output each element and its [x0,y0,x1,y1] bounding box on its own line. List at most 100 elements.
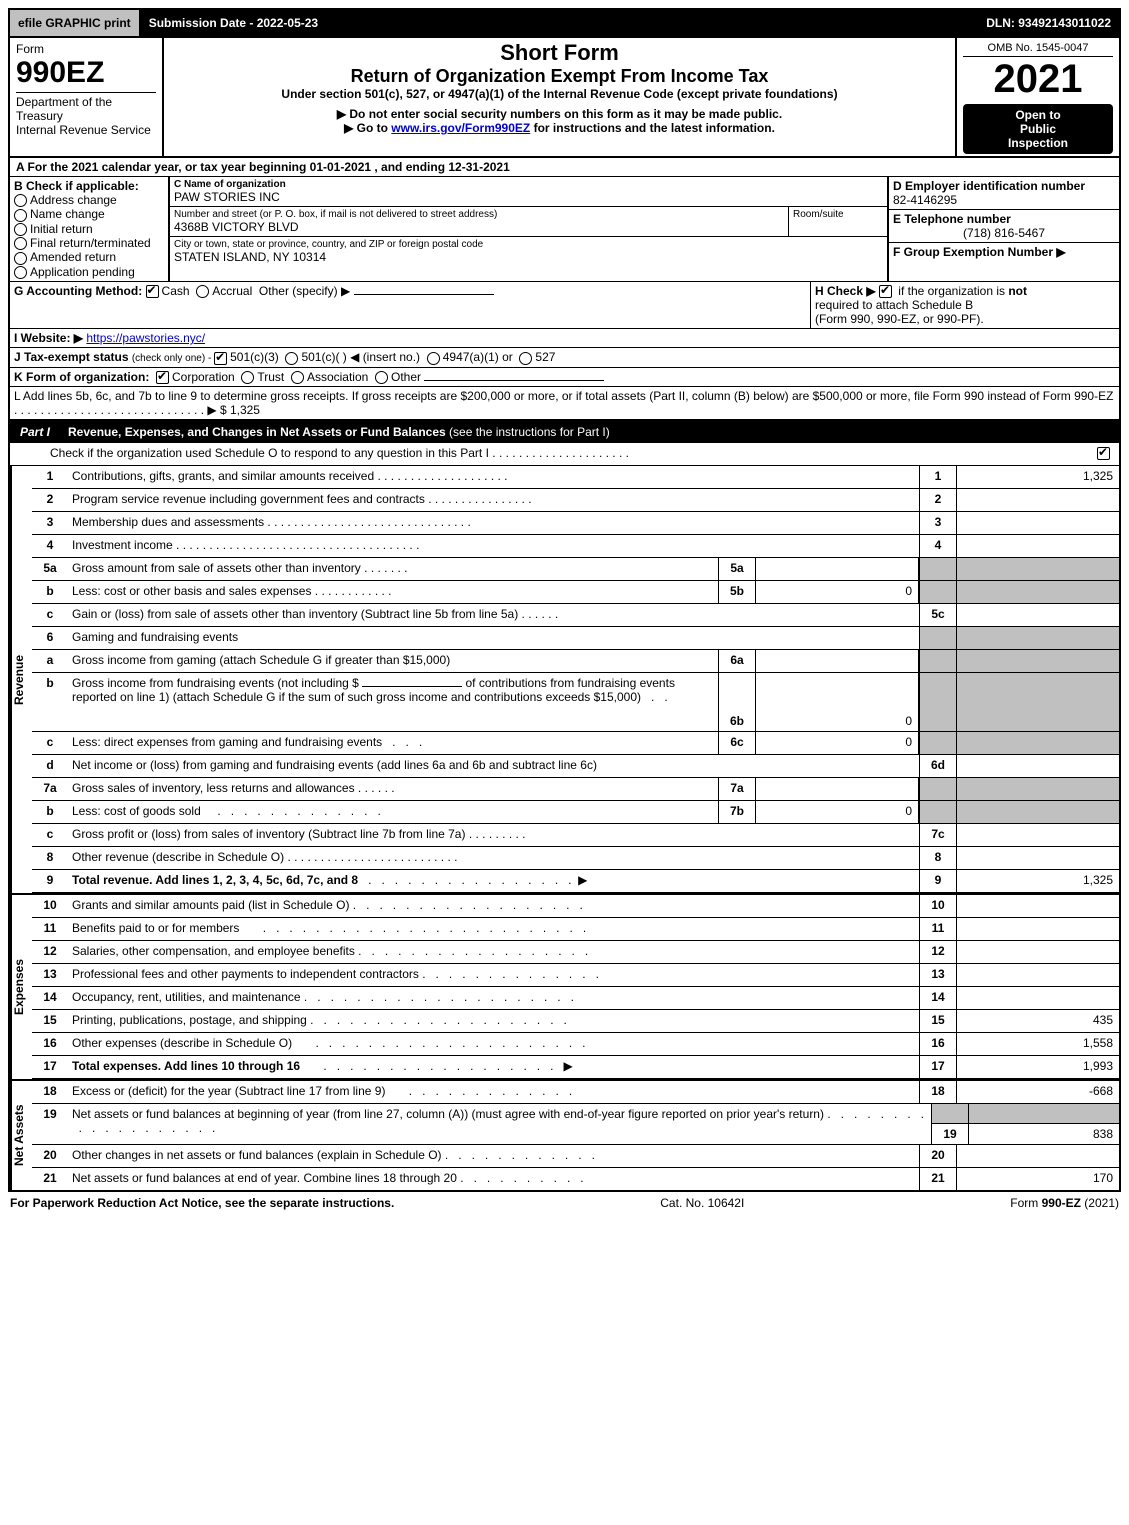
line-15: 15 Printing, publications, postage, and … [32,1010,1119,1033]
row-L: L Add lines 5b, 6c, and 7b to line 9 to … [8,387,1121,421]
efile-print[interactable]: efile GRAPHIC print [10,10,141,36]
G-other: Other (specify) ▶ [259,284,350,298]
note-ssn: ▶ Do not enter social security numbers o… [170,107,949,121]
irs-link[interactable]: www.irs.gov/Form990EZ [391,121,530,135]
note-goto: ▶ Go to www.irs.gov/Form990EZ for instru… [170,121,949,135]
C-name: PAW STORIES INC [174,190,883,204]
line-19: 19 Net assets or fund balances at beginn… [32,1104,1119,1145]
H-tail: if the organization is [898,284,1008,298]
line-1: 1 Contributions, gifts, grants, and simi… [32,466,1119,489]
dln: DLN: 93492143011022 [978,10,1119,36]
irs: Internal Revenue Service [16,123,156,137]
line-G: G Accounting Method: Cash Accrual Other … [10,282,810,328]
line-3: 3 Membership dues and assessments . . . … [32,512,1119,535]
topbar-spacer [328,10,978,36]
J-501c-radio[interactable] [285,352,298,365]
footer-right: Form 990-EZ (2021) [1010,1196,1119,1210]
line-H: H Check ▶ if the organization is not req… [810,282,1119,328]
open-to-public: Open to Public Inspection [963,104,1113,154]
dept-treasury: Department of the Treasury [16,92,156,123]
line-4: 4 Investment income . . . . . . . . . . … [32,535,1119,558]
J-4947-radio[interactable] [427,352,440,365]
G-accrual: Accrual [212,284,252,298]
K-assoc-radio[interactable] [291,371,304,384]
K-trust-radio[interactable] [241,371,254,384]
E-label: E Telephone number [893,212,1115,226]
J-o1: 501(c)(3) [230,350,279,364]
inspect-3: Inspection [967,136,1109,150]
H-line2: required to attach Schedule B [815,298,973,312]
B-opt-pending[interactable]: Application pending [14,265,164,279]
H-not: not [1008,284,1027,298]
line-7a: 7a Gross sales of inventory, less return… [32,778,1119,801]
tax-year: 2021 [963,57,1113,102]
B-opt-address[interactable]: Address change [14,193,164,207]
line-11: 11 Benefits paid to or for members . . .… [32,918,1119,941]
J-527-radio[interactable] [519,352,532,365]
return-title: Return of Organization Exempt From Incom… [170,66,949,87]
C-city-label: City or town, state or province, country… [174,239,883,250]
l1-val: 1,325 [957,466,1119,488]
footer-left: For Paperwork Reduction Act Notice, see … [10,1196,394,1210]
line-9: 9 Total revenue. Add lines 1, 2, 3, 4, 5… [32,870,1119,893]
line-16: 16 Other expenses (describe in Schedule … [32,1033,1119,1056]
row-GH: G Accounting Method: Cash Accrual Other … [8,282,1121,329]
I-label: I Website: ▶ [14,331,83,345]
H-check[interactable] [879,285,892,298]
inspect-2: Public [967,122,1109,136]
short-form-title: Short Form [170,40,949,66]
part-I-check-text: Check if the organization used Schedule … [46,443,1067,465]
J-o3: 4947(a)(1) or [443,350,513,364]
K-o1: Corporation [172,370,235,384]
line-17: 17 Total expenses. Add lines 10 through … [32,1056,1119,1079]
row-I: I Website: ▶ https://pawstories.nyc/ [8,329,1121,348]
K-o3: Association [307,370,368,384]
L-amount: ▶ $ 1,325 [207,403,260,417]
netassets-label: Net Assets [10,1081,32,1190]
form-header: Form 990EZ Department of the Treasury In… [8,38,1121,158]
B-opt-final[interactable]: Final return/terminated [14,236,164,250]
G-label: G Accounting Method: [14,284,142,298]
J-o4: 527 [535,350,555,364]
H-line3: (Form 990, 990-EZ, or 990-PF). [815,312,984,326]
line-7b: b Less: cost of goods sold . . . . . . .… [32,801,1119,824]
K-corp-check[interactable] [156,371,169,384]
part-I-schedO-check[interactable] [1097,447,1110,460]
line-10: 10 Grants and similar amounts paid (list… [32,895,1119,918]
B-opt-initial[interactable]: Initial return [14,222,164,236]
line-5a: 5a Gross amount from sale of assets othe… [32,558,1119,581]
col-DEF: D Employer identification number 82-4146… [889,177,1119,281]
part-I-header: Part I Revenue, Expenses, and Changes in… [8,421,1121,443]
G-cash-check[interactable] [146,285,159,298]
line-13: 13 Professional fees and other payments … [32,964,1119,987]
part-I-checkrow: Check if the organization used Schedule … [8,443,1121,466]
website-link[interactable]: https://pawstories.nyc/ [86,331,205,345]
note-goto-pre: ▶ Go to [344,121,391,135]
line-5b: b Less: cost or other basis and sales ex… [32,581,1119,604]
line-6a: a Gross income from gaming (attach Sched… [32,650,1119,673]
line-6d: d Net income or (loss) from gaming and f… [32,755,1119,778]
K-label: K Form of organization: [14,370,149,384]
C-room-label: Room/suite [789,207,887,236]
row-K: K Form of organization: Corporation Trus… [8,368,1121,387]
l1-cnum: 1 [919,466,957,488]
F-label: F Group Exemption Number ▶ [893,245,1115,259]
line-6b: b Gross income from fundraising events (… [32,673,1119,732]
row-J: J Tax-exempt status (check only one) - 5… [8,348,1121,367]
B-opt-amended[interactable]: Amended return [14,250,164,264]
K-o2: Trust [257,370,284,384]
B-opt-name[interactable]: Name change [14,207,164,221]
C-label: C Name of organization [174,179,883,190]
K-other-radio[interactable] [375,371,388,384]
omb: OMB No. 1545-0047 [963,40,1113,57]
line-2: 2 Program service revenue including gove… [32,489,1119,512]
J-sub: (check only one) - [132,353,214,364]
G-accrual-radio[interactable] [196,285,209,298]
D-value: 82-4146295 [893,193,1115,207]
H-label: H Check ▶ [815,284,876,298]
C-addr: 4368B VICTORY BLVD [174,220,784,234]
C-addr-label: Number and street (or P. O. box, if mail… [174,209,784,220]
J-501c3-check[interactable] [214,352,227,365]
part-I-label: Part I [10,423,60,441]
expenses-label: Expenses [10,895,32,1079]
